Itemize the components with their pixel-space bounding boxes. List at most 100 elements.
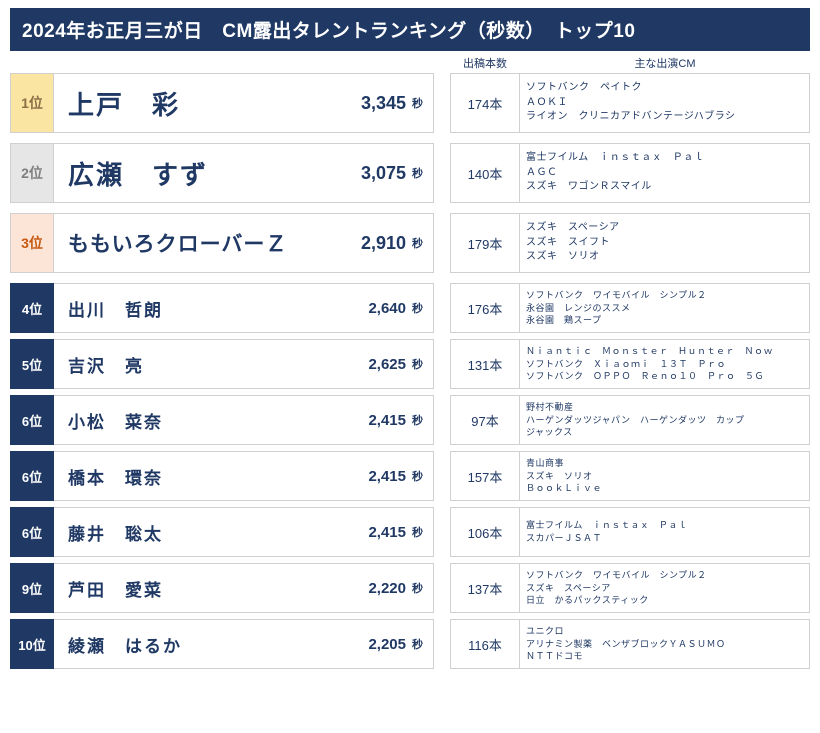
talent-name: 藤井 聡太 — [68, 520, 368, 545]
table-row: 5位吉沢 亮2,625秒131本Ｎｉａｎｔｉｃ Ｍｏｎｓｔｅｒ Ｈｕｎｔｅｒ Ｎ… — [10, 339, 810, 389]
talent-name: 芦田 愛菜 — [68, 576, 368, 601]
name-cell: 出川 哲朗2,640秒 — [54, 283, 434, 333]
seconds-value: 2,205 — [368, 636, 406, 653]
table-row: 9位芦田 愛菜2,220秒137本ソフトバンク ワイモバイル シンプル２スズキ … — [10, 563, 810, 613]
cm-cell: ソフトバンク ワイモバイル シンプル２永谷園 レンジのススメ永谷園 鶏スープ — [520, 283, 810, 333]
cm-cell: Ｎｉａｎｔｉｃ Ｍｏｎｓｔｅｒ Ｈｕｎｔｅｒ Ｎｏｗソフトバンク Ｘｉａｏｍｉ … — [520, 339, 810, 389]
name-cell: 橋本 環奈2,415 秒 — [54, 451, 434, 501]
seconds-unit: 秒 — [412, 235, 423, 251]
cm-line: ＮＴＴドコモ — [526, 650, 803, 663]
seconds-value: 2,415 — [368, 412, 406, 429]
rank-badge: 6位 — [10, 451, 54, 501]
cm-line: ソフトバンク ワイモバイル シンプル２ — [526, 569, 803, 582]
count-cell: 179本 — [450, 213, 520, 273]
talent-name: 出川 哲朗 — [68, 296, 368, 321]
talent-name: 橋本 環奈 — [68, 464, 368, 489]
cm-cell: 富士フイルム ｉｎｓｔａｘ ＰａｌスカパーＪＳＡＴ — [520, 507, 810, 557]
count-cell: 131本 — [450, 339, 520, 389]
cm-cell: ユニクロアリナミン製薬 ベンザブロックＹＡＳＵＭＯＮＴＴドコモ — [520, 619, 810, 669]
cm-line: スズキ スペーシア — [526, 221, 803, 236]
count-cell: 97本 — [450, 395, 520, 445]
title-bar: 2024年お正月三が日 CM露出タレントランキング（秒数） トップ10 — [10, 8, 810, 51]
cm-cell: スズキ スペーシアスズキ スイフトスズキ ソリオ — [520, 213, 810, 273]
cm-line: ソフトバンク ＯＰＰＯ Ｒｅｎｏ１０ Ｐｒｏ ５Ｇ — [526, 370, 803, 383]
cm-line: ジャックス — [526, 426, 803, 439]
rank-badge: 3位 — [10, 213, 54, 273]
cm-line: ハーゲンダッツジャパン ハーゲンダッツ カップ — [526, 414, 803, 427]
ranking-table: 1位上戸 彩3,345 秒 174本ソフトバンク ペイトクＡＯＫＩライオン クリニカ… — [10, 73, 810, 669]
count-cell: 116本 — [450, 619, 520, 669]
cm-line: スズキ ワゴンＲスマイル — [526, 180, 803, 195]
name-cell: 綾瀬 はるか2,205 秒 — [54, 619, 434, 669]
talent-name: 上戸 彩 — [68, 85, 361, 122]
cm-line: 永谷園 鶏スープ — [526, 314, 803, 327]
table-row: 3位ももいろクローバーＺ2,910 秒 179本スズキ スペーシアスズキ スイフトス… — [10, 213, 810, 273]
cm-line: アリナミン製薬 ベンザブロックＹＡＳＵＭＯ — [526, 638, 803, 651]
table-row: 1位上戸 彩3,345 秒 174本ソフトバンク ペイトクＡＯＫＩライオン クリニカ… — [10, 73, 810, 133]
rank-badge: 1位 — [10, 73, 54, 133]
table-row: 10位綾瀬 はるか2,205秒116本ユニクロアリナミン製薬 ベンザブロックＹＡ… — [10, 619, 810, 669]
cm-line: スズキ ソリオ — [526, 470, 803, 483]
table-row: 6位小松 菜奈2,415 秒 97本野村不動産ハーゲンダッツジャパン ハーゲンダッツ… — [10, 395, 810, 445]
name-cell: 芦田 愛菜2,220 秒 — [54, 563, 434, 613]
table-row: 2位広瀬 すず3,075秒 140本富士フイルム ｉｎｓｔａｘ ＰａｌＡＧＣスズキ… — [10, 143, 810, 203]
table-row: 4位出川 哲朗2,640秒176本ソフトバンク ワイモバイル シンプル２永谷園 … — [10, 283, 810, 333]
count-cell: 174本 — [450, 73, 520, 133]
column-headers: 出稿本数 主な出演CM — [10, 51, 810, 73]
cm-line: 富士フイルム ｉｎｓｔａｘ Ｐａｌ — [526, 151, 803, 166]
cm-cell: 野村不動産ハーゲンダッツジャパン ハーゲンダッツ カップジャックス — [520, 395, 810, 445]
seconds-value: 2,220 — [368, 580, 406, 597]
cm-line: ＡＯＫＩ — [526, 96, 803, 111]
seconds-unit: 秒 — [412, 165, 423, 181]
cm-cell: ソフトバンク ワイモバイル シンプル２スズキ スペーシア日立 かるパックスティッ… — [520, 563, 810, 613]
cm-line: ユニクロ — [526, 625, 803, 638]
talent-name: ももいろクローバーＺ — [68, 228, 361, 258]
seconds-unit: 秒 — [412, 300, 423, 316]
name-cell: 広瀬 すず3,075秒 — [54, 143, 434, 203]
talent-name: 小松 菜奈 — [68, 408, 368, 433]
cm-line: スズキ ソリオ — [526, 250, 803, 265]
header-cm: 主な出演CM — [520, 55, 810, 71]
cm-cell: 青山商事スズキ ソリオＢｏｏｋＬｉｖｅ — [520, 451, 810, 501]
seconds-value: 2,910 — [361, 233, 406, 254]
name-cell: 小松 菜奈2,415 秒 — [54, 395, 434, 445]
rank-badge: 2位 — [10, 143, 54, 203]
name-cell: 上戸 彩3,345 秒 — [54, 73, 434, 133]
name-cell: ももいろクローバーＺ2,910 秒 — [54, 213, 434, 273]
cm-line: 富士フイルム ｉｎｓｔａｘ Ｐａｌ — [526, 519, 803, 532]
seconds-value: 3,345 — [361, 93, 406, 114]
seconds-unit: 秒 — [412, 468, 423, 484]
count-cell: 137本 — [450, 563, 520, 613]
cm-line: 日立 かるパックスティック — [526, 594, 803, 607]
name-cell: 吉沢 亮2,625秒 — [54, 339, 434, 389]
seconds-value: 2,625 — [368, 356, 406, 373]
rank-badge: 6位 — [10, 395, 54, 445]
cm-line: ソフトバンク ペイトク — [526, 81, 803, 96]
header-count: 出稿本数 — [450, 55, 520, 71]
rank-badge: 6位 — [10, 507, 54, 557]
talent-name: 綾瀬 はるか — [68, 632, 368, 657]
cm-line: ＢｏｏｋＬｉｖｅ — [526, 482, 803, 495]
count-cell: 176本 — [450, 283, 520, 333]
seconds-value: 2,415 — [368, 524, 406, 541]
seconds-unit: 秒 — [412, 636, 423, 652]
count-cell: 157本 — [450, 451, 520, 501]
name-cell: 藤井 聡太2,415 秒 — [54, 507, 434, 557]
seconds-unit: 秒 — [412, 524, 423, 540]
seconds-unit: 秒 — [412, 95, 423, 111]
cm-line: 野村不動産 — [526, 401, 803, 414]
table-row: 6位藤井 聡太2,415 秒 106本富士フイルム ｉｎｓｔａｘ ＰａｌスカパーＪＳ… — [10, 507, 810, 557]
cm-line: スカパーＪＳＡＴ — [526, 532, 803, 545]
count-cell: 140本 — [450, 143, 520, 203]
talent-name: 広瀬 すず — [68, 155, 361, 192]
table-row: 6位橋本 環奈2,415 秒 157本青山商事スズキ ソリオＢｏｏｋＬｉｖｅ — [10, 451, 810, 501]
cm-line: Ｎｉａｎｔｉｃ Ｍｏｎｓｔｅｒ Ｈｕｎｔｅｒ Ｎｏｗ — [526, 345, 803, 358]
cm-cell: 富士フイルム ｉｎｓｔａｘ ＰａｌＡＧＣスズキ ワゴンＲスマイル — [520, 143, 810, 203]
seconds-value: 2,415 — [368, 468, 406, 485]
cm-line: ライオン クリニカアドバンテージハブラシ — [526, 110, 803, 125]
seconds-unit: 秒 — [412, 580, 423, 596]
cm-line: ソフトバンク ワイモバイル シンプル２ — [526, 289, 803, 302]
cm-line: 青山商事 — [526, 457, 803, 470]
count-cell: 106本 — [450, 507, 520, 557]
seconds-unit: 秒 — [412, 412, 423, 428]
